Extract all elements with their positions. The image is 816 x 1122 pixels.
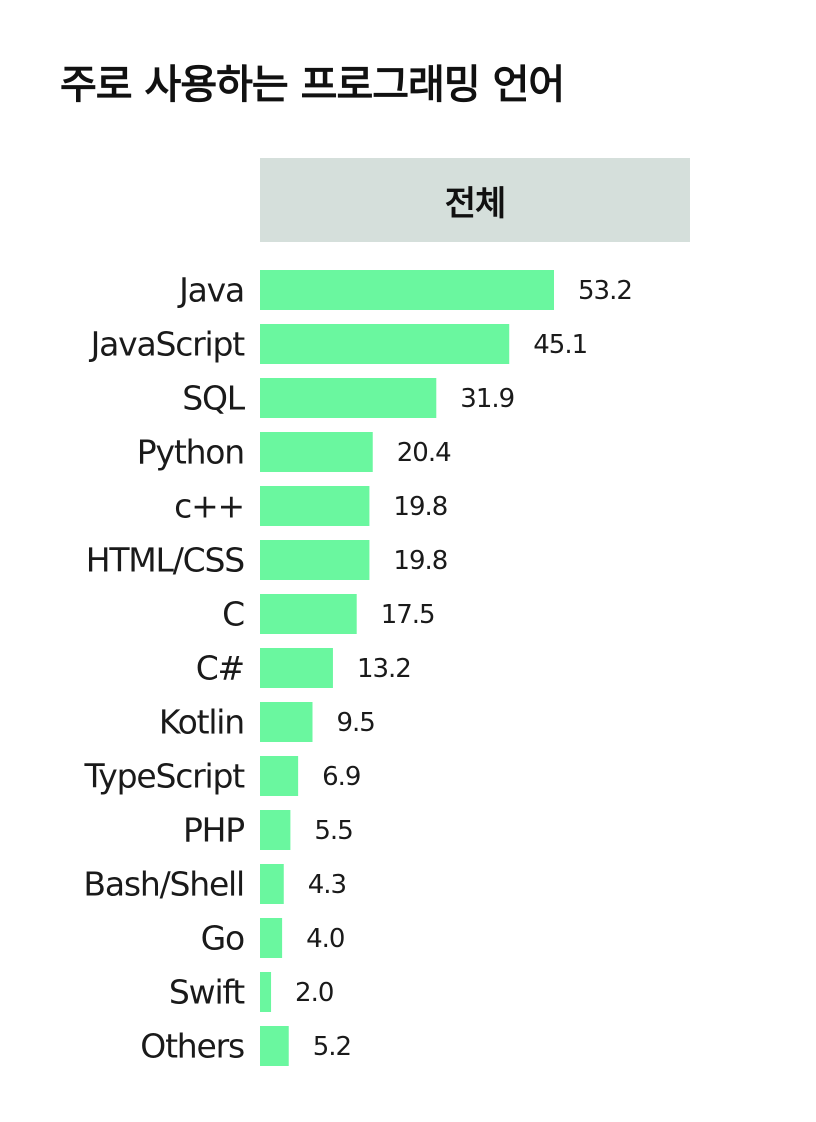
value-label: 2.0 — [295, 978, 333, 1008]
category-label: Kotlin — [159, 703, 244, 742]
category-label: TypeScript — [83, 757, 245, 796]
bar-c — [260, 648, 333, 688]
category-label: Others — [140, 1027, 244, 1066]
category-label: Go — [201, 919, 244, 958]
bar-php — [260, 810, 291, 850]
bar-typescript — [260, 756, 299, 796]
bar-go — [260, 918, 283, 958]
bar-kotlin — [260, 702, 313, 742]
bar-java — [260, 270, 554, 310]
value-label: 13.2 — [357, 654, 411, 684]
category-label: c++ — [174, 487, 244, 526]
category-label: Swift — [169, 973, 245, 1012]
chart-title: 주로 사용하는 프로그래밍 언어 — [60, 62, 565, 108]
bar-sql — [260, 378, 437, 418]
category-label: Java — [177, 271, 244, 310]
value-label: 19.8 — [393, 546, 447, 576]
category-label: PHP — [183, 811, 244, 850]
category-label: Bash/Shell — [83, 865, 244, 904]
bar-python — [260, 432, 373, 472]
bar-swift — [260, 972, 272, 1012]
bar-c — [260, 594, 357, 634]
column-header: 전체 — [260, 158, 690, 242]
category-label: Python — [137, 433, 244, 472]
bar-c — [260, 486, 370, 526]
category-label: C# — [196, 649, 244, 688]
category-label: JavaScript — [89, 325, 246, 364]
value-label: 5.2 — [313, 1032, 351, 1062]
category-label: HTML/CSS — [86, 541, 245, 580]
value-label: 9.5 — [337, 708, 375, 738]
bar-javascript — [260, 324, 510, 364]
value-label: 17.5 — [381, 600, 435, 630]
bar-bash-shell — [260, 864, 284, 904]
value-label: 19.8 — [393, 492, 447, 522]
category-label: C — [222, 595, 244, 634]
category-label: SQL — [182, 379, 246, 418]
value-label: 4.0 — [306, 924, 344, 954]
bar-html-css — [260, 540, 370, 580]
bar-others — [260, 1026, 289, 1066]
value-label: 53.2 — [578, 276, 632, 306]
value-label: 6.9 — [322, 762, 360, 792]
value-label: 45.1 — [533, 330, 587, 360]
value-label: 4.3 — [308, 870, 346, 900]
value-label: 20.4 — [397, 438, 451, 468]
value-label: 5.5 — [314, 816, 352, 846]
column-header-label: 전체 — [444, 183, 507, 224]
value-label: 31.9 — [460, 384, 514, 414]
